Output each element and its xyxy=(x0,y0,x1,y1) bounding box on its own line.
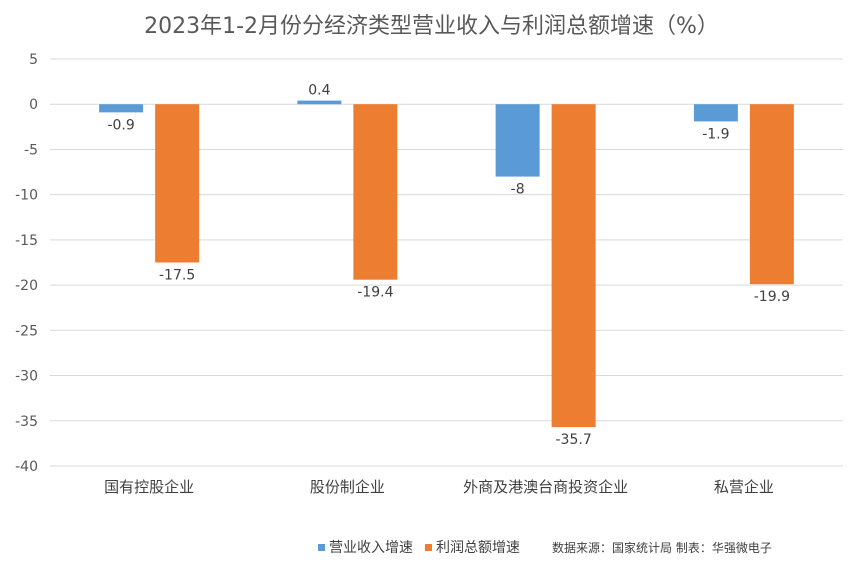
x-tick-label: 私营企业 xyxy=(714,478,774,496)
x-tick-label: 国有控股企业 xyxy=(104,478,194,496)
x-axis-ticks: 国有控股企业 股份制企业 外商及港澳台商投资企业 私营企业 xyxy=(104,478,774,496)
y-tick-label: -35 xyxy=(15,414,38,430)
y-tick-label: -15 xyxy=(15,233,38,249)
bar-revenue xyxy=(99,104,144,113)
y-tick-label: 0 xyxy=(29,97,38,113)
data-label: -19.4 xyxy=(357,285,393,301)
data-label: -8 xyxy=(511,182,525,198)
bar-profit xyxy=(155,104,200,263)
bar-revenue xyxy=(495,104,540,177)
legend-item-profit: 利润总额增速 xyxy=(425,537,520,557)
y-tick-label: -10 xyxy=(15,188,38,204)
y-tick-label: -20 xyxy=(15,278,38,294)
source-note: 数据来源：国家统计局 制表：华强微电子 xyxy=(552,540,772,555)
legend-label-revenue: 营业收入增速 xyxy=(329,540,413,556)
bar-profit xyxy=(353,104,398,280)
legend-swatch-revenue xyxy=(318,543,325,551)
legend-item-revenue: 营业收入增速 xyxy=(318,537,413,557)
y-tick-label: -30 xyxy=(15,369,38,385)
legend-swatch-profit xyxy=(425,543,432,551)
bars xyxy=(99,100,794,428)
data-label: -1.9 xyxy=(702,126,729,142)
chart-title: 2023年1-2月份分经济类型营业收入与利润总额增速（%） xyxy=(144,14,719,39)
bar-profit xyxy=(551,104,596,428)
y-tick-label: -25 xyxy=(15,323,38,339)
legend-label-profit: 利润总额增速 xyxy=(436,540,520,556)
legend: 营业收入增速 利润总额增速 数据来源：国家统计局 制表：华强微电子 xyxy=(318,537,772,557)
data-label: -0.9 xyxy=(107,117,134,133)
data-label: -35.7 xyxy=(556,432,592,448)
bar-revenue xyxy=(297,100,342,105)
data-label: -19.9 xyxy=(754,289,790,305)
x-tick-label: 股份制企业 xyxy=(310,478,385,496)
x-tick-label: 外商及港澳台商投资企业 xyxy=(463,478,628,496)
bar-revenue xyxy=(693,104,738,122)
y-tick-label: 5 xyxy=(29,52,38,68)
data-labels: -0.9 -17.5 0.4 -19.4 -8 -35.7 -1.9 -19.9 xyxy=(107,83,790,449)
data-label: 0.4 xyxy=(308,83,330,99)
y-axis-ticks: 5 0 -5 -10 -15 -20 -25 -30 -35 -40 xyxy=(15,52,38,475)
bar-chart: 5 0 -5 -10 -15 -20 -25 -30 -35 -40 -0.9 -17.5 0.4 -1… xyxy=(15,52,843,496)
bar-profit xyxy=(749,104,794,285)
y-tick-label: -40 xyxy=(15,459,38,475)
y-tick-label: -5 xyxy=(24,142,38,158)
data-label: -17.5 xyxy=(159,268,195,284)
